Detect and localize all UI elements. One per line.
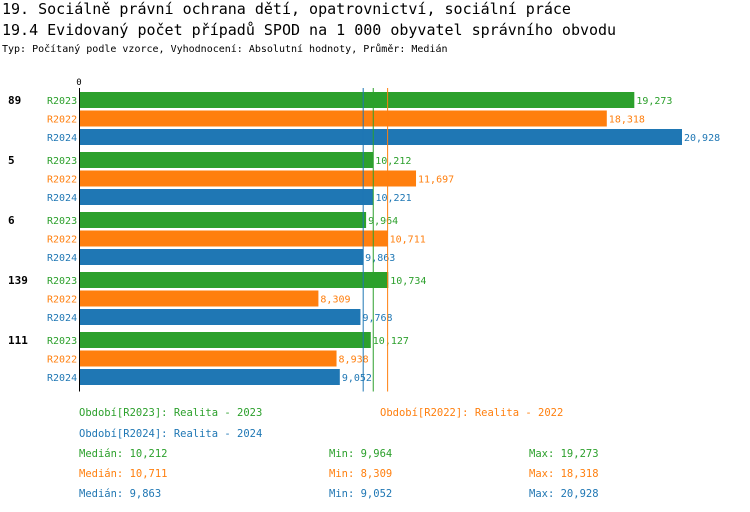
bar [80, 212, 367, 228]
data-label: 10,212 [375, 156, 411, 167]
chart-type-line: Typ: Počítaný podle vzorce, Vyhodnocení:… [2, 44, 448, 55]
stat-min-r2022: Min: 8,309 [329, 468, 393, 480]
legend-r2022: Období[R2022]: Realita - 2022 [380, 407, 564, 419]
bar [80, 290, 319, 307]
bar [80, 369, 340, 385]
axis-zero-label: 0 [76, 78, 81, 88]
data-label: 9,052 [342, 373, 372, 384]
series-row-label: R2024 [47, 313, 77, 324]
bar [80, 129, 682, 145]
stat-max-r2024: Max: 20,928 [529, 488, 599, 500]
data-label: 9,863 [365, 253, 395, 264]
data-label: 8,309 [320, 295, 350, 306]
series-row-label: R2024 [47, 373, 77, 384]
data-label: 19,273 [636, 96, 672, 107]
data-label: 9,964 [368, 216, 398, 227]
bar [80, 249, 364, 265]
series-row-label: R2022 [47, 355, 77, 366]
series-row-label: R2024 [47, 193, 77, 204]
bar [80, 170, 417, 187]
legend-r2023: Období[R2023]: Realita - 2023 [79, 407, 263, 419]
bar [80, 230, 388, 247]
bar [80, 332, 371, 348]
data-label: 10,127 [373, 336, 409, 347]
data-label: 9,768 [362, 313, 392, 324]
data-label: 10,734 [390, 276, 426, 287]
data-label: 11,697 [418, 175, 454, 186]
bar [80, 189, 374, 205]
data-label: 18,318 [609, 115, 645, 126]
series-row-label: R2022 [47, 115, 77, 126]
bar [80, 152, 374, 168]
series-row-label: R2024 [47, 253, 77, 264]
series-row-label: R2022 [47, 235, 77, 246]
bar [80, 110, 607, 127]
stat-max-r2022: Max: 18,318 [529, 468, 599, 480]
stat-max-r2023: Max: 19,273 [529, 448, 599, 460]
stat-min-r2024: Min: 9,052 [329, 488, 393, 500]
stat-median-r2022: Medián: 10,711 [79, 468, 168, 480]
category-label: 139 [8, 274, 28, 287]
series-row-label: R2022 [47, 175, 77, 186]
bar [80, 309, 361, 325]
series-row-label: R2023 [47, 216, 77, 227]
category-label: 111 [8, 334, 28, 347]
series-row-label: R2023 [47, 156, 77, 167]
category-label: 89 [8, 94, 21, 107]
legend-r2024: Období[R2024]: Realita - 2024 [79, 428, 263, 440]
stat-median-r2024: Medián: 9,863 [79, 488, 162, 500]
data-label: 8,938 [339, 355, 369, 366]
data-label: 20,928 [684, 133, 720, 144]
bar [80, 350, 337, 367]
series-row-label: R2022 [47, 295, 77, 306]
category-label: 6 [8, 214, 15, 227]
chart-subtitle: 19.4 Evidovaný počet případů SPOD na 1 0… [2, 21, 617, 39]
stat-median-r2023: Medián: 10,212 [79, 448, 168, 460]
series-row-label: R2023 [47, 96, 77, 107]
bar [80, 272, 389, 288]
data-label: 10,221 [375, 193, 411, 204]
series-row-label: R2024 [47, 133, 77, 144]
stat-min-r2023: Min: 9,964 [329, 448, 393, 460]
bar [80, 92, 635, 108]
bar-chart: 0 89 R2023 19,273 R2022 18,318 R2024 20,928 5 R20… [8, 78, 720, 392]
chart-title: 19. Sociálně právní ochrana dětí, opatro… [2, 0, 571, 18]
data-label: 10,711 [390, 235, 426, 246]
series-row-label: R2023 [47, 336, 77, 347]
series-row-label: R2023 [47, 276, 77, 287]
category-label: 5 [8, 154, 15, 167]
